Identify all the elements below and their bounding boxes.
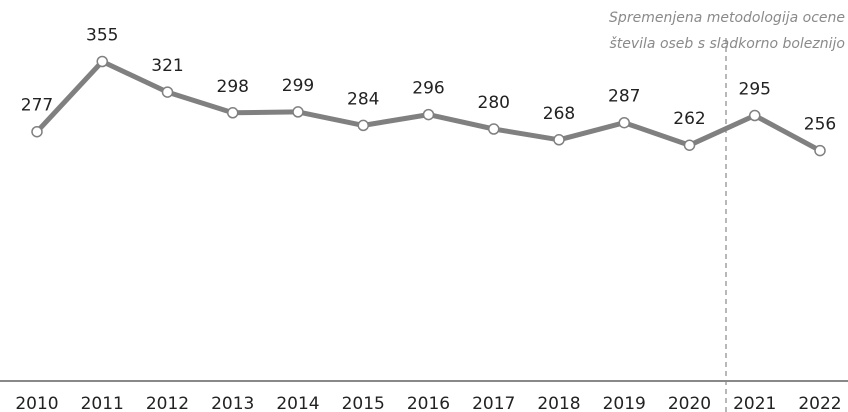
- data-label: 298: [217, 77, 249, 97]
- data-label: 355: [86, 26, 118, 46]
- data-point: [227, 107, 239, 119]
- x-tick-label: 2018: [537, 394, 580, 412]
- x-tick-label: 2022: [798, 394, 841, 412]
- data-label: 287: [608, 87, 640, 107]
- data-point: [618, 116, 630, 129]
- data-label: 277: [21, 96, 53, 116]
- annotation: Spremenjena metodologija ocene: [609, 10, 845, 26]
- x-tick-label: 2015: [342, 394, 385, 412]
- data-label: 284: [347, 89, 379, 109]
- data-point: [683, 139, 696, 151]
- x-tick-label: 2010: [15, 394, 58, 412]
- data-label: 262: [673, 109, 705, 129]
- data-label: 268: [543, 104, 575, 124]
- annotation: števila oseb s sladkorno boleznijo: [609, 36, 845, 52]
- x-tick-label: 2011: [81, 394, 124, 412]
- data-point: [357, 119, 369, 132]
- x-tick-label: 2014: [276, 394, 319, 412]
- data-point: [553, 134, 565, 146]
- x-tick-label: 2017: [472, 394, 515, 412]
- data-point: [814, 144, 826, 157]
- data-point: [161, 86, 174, 98]
- data-point: [422, 108, 435, 121]
- data-label: 296: [412, 79, 444, 99]
- data-label: 256: [804, 115, 836, 135]
- data-label: 295: [739, 80, 771, 100]
- x-tick-label: 2019: [603, 394, 646, 412]
- data-point: [749, 109, 761, 122]
- x-tick-label: 2020: [668, 394, 711, 412]
- x-tick-label: 2016: [407, 394, 450, 412]
- x-tick-label: 2021: [733, 394, 776, 412]
- data-point: [488, 123, 500, 135]
- data-label: 280: [478, 93, 510, 113]
- data-label: 299: [282, 76, 314, 96]
- x-tick-label: 2013: [211, 394, 254, 412]
- x-tick-label: 2012: [146, 394, 189, 412]
- data-label: 321: [151, 56, 183, 76]
- data-point: [292, 106, 304, 118]
- data-point: [31, 125, 43, 138]
- data-point: [96, 55, 108, 68]
